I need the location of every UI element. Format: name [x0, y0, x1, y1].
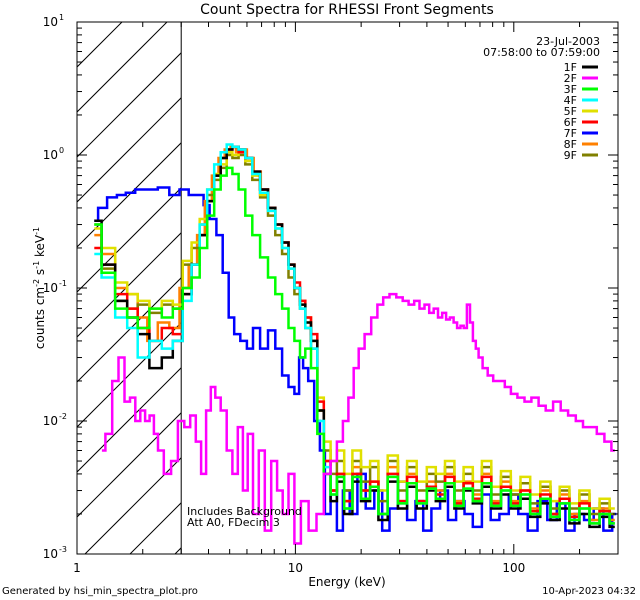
footer-generated-by: Generated by hsi_min_spectra_plot.pro	[2, 586, 198, 597]
y-axis-label-part: s	[33, 269, 47, 279]
hatch-line	[77, 22, 168, 113]
y-axis-label: counts cm-2 s-1 keV-1	[32, 227, 47, 349]
attenuator-note: Att A0, FDecim 3	[187, 516, 280, 529]
x-tick-label: 100	[502, 561, 525, 575]
y-tick-label: 10	[43, 281, 58, 295]
footer-timestamp: 10-Apr-2023 04:32	[542, 586, 636, 597]
y-tick-label: 10	[43, 414, 58, 428]
y-axis-label-sup: -1	[32, 261, 41, 269]
legend-label-5f: 5F	[564, 105, 577, 118]
x-tick-label: 10	[288, 561, 303, 575]
y-tick-exponent: -2	[59, 412, 67, 421]
legend-label-6f: 6F	[564, 116, 577, 129]
legend-label-2f: 2F	[564, 72, 577, 85]
y-axis-label-part: counts cm	[33, 287, 47, 349]
hatch-line	[77, 412, 182, 518]
hatch-line	[84, 457, 182, 554]
legend-label-9f: 9F	[564, 149, 577, 162]
x-tick-label: 1	[73, 561, 81, 575]
date-label: 23-Jul-2003	[536, 35, 600, 48]
x-axis: 1 10 100	[73, 22, 619, 575]
hatched-region	[77, 22, 182, 554]
y-axis-label-sup: -1	[32, 227, 41, 235]
hatch-line	[77, 97, 182, 203]
series-line-1f	[94, 145, 615, 529]
background-note: Includes Background	[187, 505, 302, 518]
hatch-line	[77, 367, 182, 473]
legend-label-3f: 3F	[564, 83, 577, 96]
y-tick-exponent: 1	[59, 13, 64, 22]
y-tick-exponent: -1	[59, 279, 67, 288]
y-tick-label: 10	[43, 148, 58, 162]
hatch-line	[77, 22, 123, 68]
y-tick-label: 10	[43, 15, 58, 29]
y-axis-label-sup: -2	[32, 279, 41, 287]
y-tick-label: 10	[43, 547, 58, 561]
x-axis-label: Energy (keV)	[308, 575, 385, 589]
y-tick-exponent: -3	[59, 545, 67, 554]
hatch-line	[77, 52, 182, 158]
chart-title: Count Spectra for RHESSI Front Segments	[200, 2, 494, 18]
legend-label-8f: 8F	[564, 138, 577, 151]
y-axis-label-part: keV	[33, 234, 47, 261]
legend-label-4f: 4F	[564, 94, 577, 107]
series-line-2f	[101, 292, 615, 545]
series-layer	[94, 143, 617, 545]
legend-label-7f: 7F	[564, 127, 577, 140]
time-range-label: 07:58:00 to 07:59:00	[483, 46, 600, 59]
legend-label-1f: 1F	[564, 61, 577, 74]
series-line-7f	[94, 186, 617, 532]
series-line-3f	[94, 166, 615, 525]
y-tick-exponent: 0	[59, 146, 64, 155]
hatch-line	[77, 277, 182, 383]
